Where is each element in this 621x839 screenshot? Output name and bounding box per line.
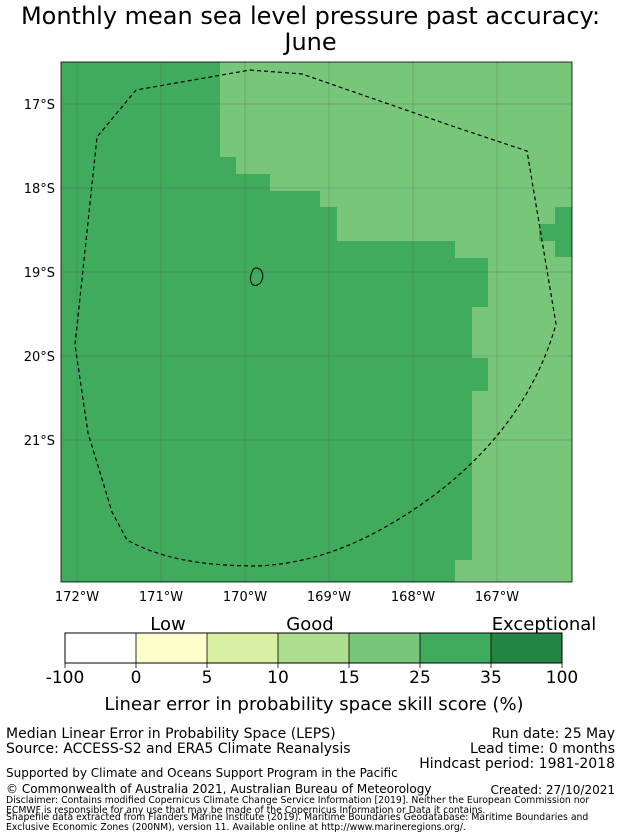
lat-label: 20°S [24, 350, 55, 365]
lat-label: 21°S [24, 434, 55, 449]
niue-island-outline [250, 267, 264, 286]
colorbar-tick: 15 [338, 668, 360, 688]
map-field [61, 62, 572, 582]
colorbar-tick: 35 [480, 668, 502, 688]
colorbar-tick: -100 [46, 668, 85, 688]
disclaimer-line: Shapefile data extracted from Flanders M… [6, 812, 589, 823]
lon-label: 170°W [223, 590, 267, 605]
colorbar-tick: 5 [202, 668, 213, 688]
hindcast-period: Hindcast period: 1981-2018 [419, 756, 615, 772]
colorbar-segment [207, 633, 278, 663]
chart-title: Monthly mean sea level pressure past acc… [20, 2, 601, 30]
colorbar-segment [491, 633, 562, 663]
colorbar-segment [349, 633, 420, 663]
method-text: Median Linear Error in Probability Space… [6, 726, 336, 742]
colorbar-segment [278, 633, 349, 663]
colorbar-segment [65, 633, 136, 663]
skill-map: 17°S 18°S 19°S 20°S 21°S 172°W 171°W 170… [24, 61, 597, 715]
light-skill-region [220, 62, 572, 582]
colorbar-tick: 100 [546, 668, 578, 688]
category-exceptional: Exceptional [492, 614, 597, 635]
colorbar-tick: 10 [267, 668, 289, 688]
colorbar-tick: 25 [409, 668, 431, 688]
copyright-text: © Commonwealth of Australia 2021, Austra… [6, 782, 432, 796]
lat-label: 19°S [24, 266, 55, 281]
latitude-labels: 17°S 18°S 19°S 20°S 21°S [24, 98, 55, 449]
colorbar-segment [136, 633, 207, 663]
lat-label: 18°S [24, 182, 55, 197]
colorbar-segment [420, 633, 491, 663]
lead-time: Lead time: 0 months [470, 741, 615, 757]
disclaimer-line: ECMWF is responsible for any use that ma… [6, 805, 486, 816]
source-text: Source: ACCESS-S2 and ERA5 Climate Reana… [6, 741, 351, 757]
colorbar-title: Linear error in probability space skill … [104, 694, 523, 715]
lat-label: 17°S [24, 98, 55, 113]
created-date: Created: 27/10/2021 [490, 783, 615, 797]
chart-subtitle-month: June [284, 28, 337, 56]
lon-label: 171°W [139, 590, 183, 605]
colorbar: Low Good Exceptional -100 0 5 [46, 614, 597, 715]
eez-boundary [74, 69, 557, 567]
lon-label: 167°W [475, 590, 519, 605]
map-frame [60, 61, 573, 583]
run-date: Run date: 25 May [491, 726, 615, 742]
category-low: Low [150, 614, 185, 635]
longitude-labels: 172°W 171°W 170°W 169°W 168°W 167°W [55, 590, 519, 605]
lon-label: 168°W [391, 590, 435, 605]
category-good: Good [286, 614, 333, 635]
lon-label: 169°W [307, 590, 351, 605]
disclaimer-line: Exclusive Economic Zones (200NM), versio… [6, 822, 466, 833]
colorbar-tick: 0 [131, 668, 142, 688]
lon-label: 172°W [55, 590, 99, 605]
colorbar-frame [64, 632, 563, 664]
support-text: Supported by Climate and Oceans Support … [6, 766, 398, 780]
disclaimer-line: Disclaimer: Contains modified Copernicus… [6, 795, 590, 806]
